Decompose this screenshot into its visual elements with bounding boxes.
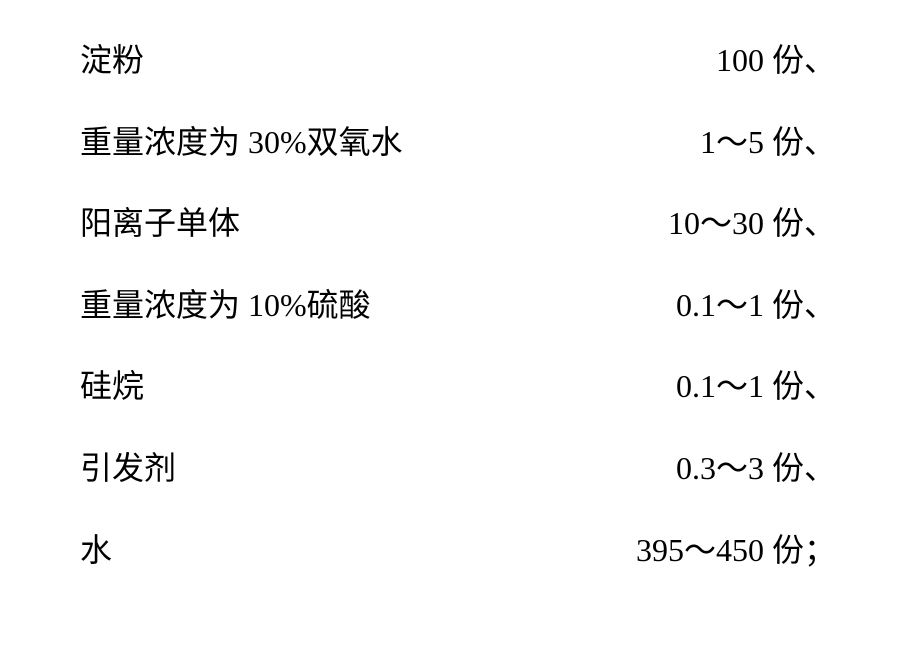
ingredient-row: 重量浓度为 30%双氧水 1～5 份、 — [80, 122, 836, 164]
ingredient-value: 1～5 份、 — [700, 122, 836, 164]
ingredient-row: 引发剂 0.3～3 份、 — [80, 448, 836, 490]
ingredient-label: 引发剂 — [80, 448, 176, 490]
ingredient-value: 0.1～1 份、 — [676, 366, 836, 408]
ingredient-row: 重量浓度为 10%硫酸 0.1～1 份、 — [80, 285, 836, 327]
ingredient-value: 100 份、 — [716, 40, 836, 82]
ingredient-label: 重量浓度为 30%双氧水 — [80, 122, 403, 164]
ingredient-value: 0.3～3 份、 — [676, 448, 836, 490]
ingredient-label: 淀粉 — [80, 40, 144, 82]
ingredient-row: 硅烷 0.1～1 份、 — [80, 366, 836, 408]
ingredient-label: 硅烷 — [80, 366, 144, 408]
ingredient-label: 阳离子单体 — [80, 203, 240, 245]
ingredient-row: 淀粉 100 份、 — [80, 40, 836, 82]
ingredient-label: 水 — [80, 530, 112, 572]
ingredient-row: 阳离子单体 10～30 份、 — [80, 203, 836, 245]
ingredient-value: 10～30 份、 — [668, 203, 836, 245]
ingredient-value: 395～450 份； — [636, 530, 836, 572]
ingredient-value: 0.1～1 份、 — [676, 285, 836, 327]
ingredient-row: 水 395～450 份； — [80, 530, 836, 572]
ingredient-label: 重量浓度为 10%硫酸 — [80, 285, 371, 327]
